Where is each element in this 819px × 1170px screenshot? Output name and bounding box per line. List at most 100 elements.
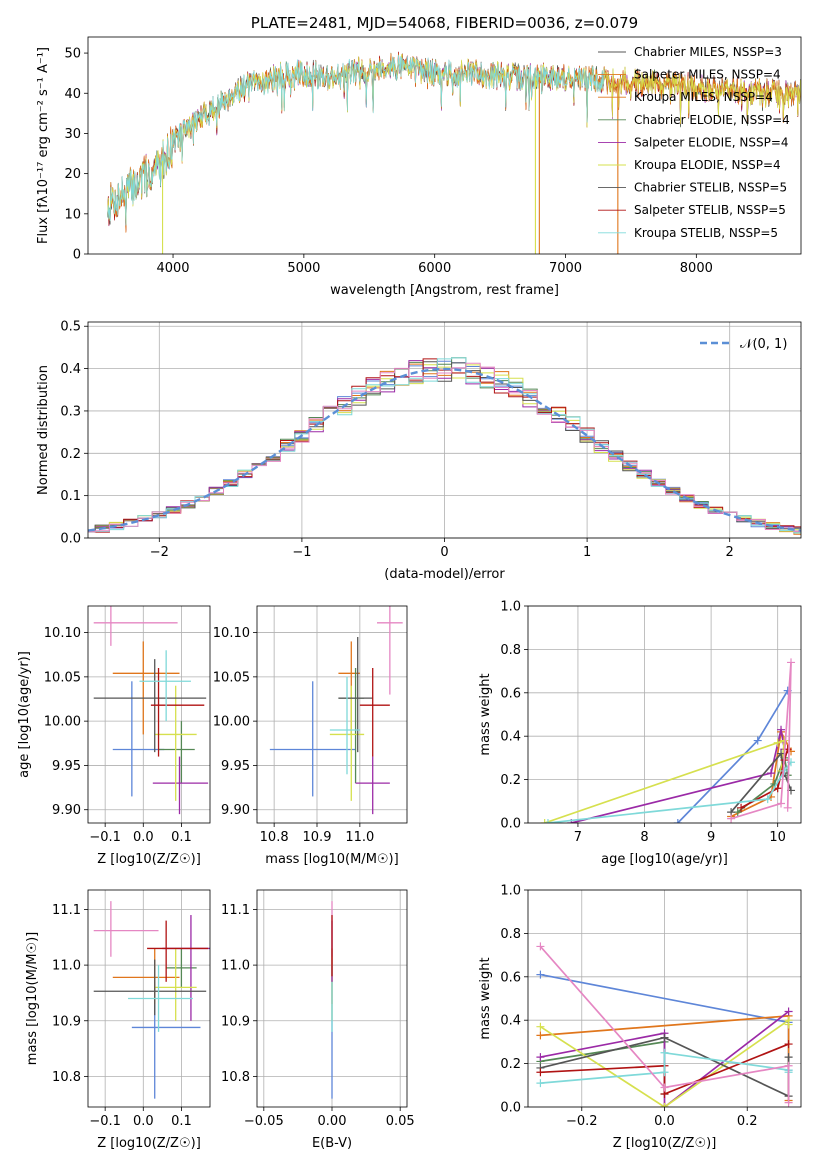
grid <box>257 606 407 823</box>
x-tick-label: 10.9 <box>303 830 332 845</box>
weight-marker <box>783 803 792 812</box>
x-axis-label: Z [log10(Z/Z☉)] <box>613 1136 717 1151</box>
legend-entry: Chabrier ELODIE, NSSP=4 <box>634 113 790 127</box>
x-tick-label: 8 <box>640 830 648 845</box>
legend-entry: Salpeter ELODIE, NSSP=4 <box>634 135 789 149</box>
y-axis-label: mass weight <box>478 957 493 1039</box>
y-tick-label: 10.05 <box>213 670 250 685</box>
x-tick-label: 0.0 <box>133 1114 154 1129</box>
y-tick-label: 10.10 <box>213 626 250 641</box>
weight-marker <box>543 819 552 823</box>
legend-entry: Kroupa ELODIE, NSSP=4 <box>634 158 781 172</box>
x-tick-label: 10.8 <box>260 830 289 845</box>
weight-series <box>571 729 786 823</box>
x-tick-label: 0.0 <box>654 1114 675 1129</box>
legend-entry: Kroupa STELIB, NSSP=5 <box>634 226 778 240</box>
y-tick-label: 40 <box>64 87 81 102</box>
x-axis-label: Z [log10(Z/Z☉)] <box>97 852 201 867</box>
x-tick-label: 0.05 <box>386 1114 415 1129</box>
axes-frame <box>256 605 408 824</box>
y-axis-label: mass [log10(M/M☉)] <box>25 932 40 1065</box>
y-tick-label: 0.2 <box>500 1057 521 1072</box>
weight-marker <box>536 1068 545 1077</box>
spectrum-line <box>107 54 605 226</box>
x-tick-label: 10 <box>769 830 786 845</box>
panel-0: 4000 5000 6000 7000 8000 0 10 20 30 40 50 Chabrier … <box>36 14 802 298</box>
y-tick-label: 10 <box>64 207 81 222</box>
y-tick-label: 0.6 <box>500 686 521 701</box>
x-tick-label: −0.1 <box>89 830 121 845</box>
x-tick-label: 0 <box>440 545 448 560</box>
y-tick-label: 11.0 <box>221 959 250 974</box>
x-tick-label: 7 <box>574 830 582 845</box>
y-tick-label: 10.8 <box>221 1070 250 1085</box>
y-tick-label: 11.0 <box>52 959 81 974</box>
weight-marker <box>787 658 796 667</box>
legend-entry: Salpeter STELIB, NSSP=5 <box>634 203 786 217</box>
weight-marker <box>777 799 786 808</box>
x-tick-label: 1 <box>583 545 591 560</box>
histogram-series <box>88 362 801 533</box>
weight-marker <box>660 1083 669 1092</box>
grid <box>528 605 801 824</box>
x-axis-label: Z [log10(Z/Z☉)] <box>97 1136 201 1151</box>
x-tick-label: −2 <box>150 545 169 560</box>
weight-series <box>540 1043 789 1096</box>
legend-entry: 𝒩(0, 1) <box>740 337 787 352</box>
axes-frame <box>527 889 802 1108</box>
y-tick-label: 10.9 <box>221 1014 250 1029</box>
axes-frame <box>87 36 802 255</box>
plot-area <box>93 901 210 1099</box>
plot-area <box>540 658 796 823</box>
y-tick-label: 0.2 <box>500 773 521 788</box>
weight-marker <box>727 814 736 823</box>
x-tick-label: 6000 <box>418 261 451 276</box>
x-axis-label: (data-model)/error <box>384 567 505 582</box>
x-tick-label: −0.1 <box>89 1114 121 1129</box>
axes-frame <box>527 605 802 824</box>
legend: Chabrier MILES, NSSP=3 Salpeter MILES, NS… <box>598 45 790 240</box>
panel-4: 7 8 9 10 0.0 0.2 0.4 0.6 0.8 1.0 age [log10(age/yr… <box>478 600 802 867</box>
x-tick-label: −0.05 <box>244 1114 284 1129</box>
y-axis-label: age [log10(age/yr)] <box>17 651 32 778</box>
y-tick-label: 20 <box>64 167 81 182</box>
panel-1: −2 −1 0 1 2 0.0 0.1 0.2 0.3 0.4 0.5 𝒩(0, 1) (data-mo… <box>36 320 802 582</box>
weight-marker <box>784 1053 793 1062</box>
y-tick-label: 30 <box>64 127 81 142</box>
y-tick-label: 11.1 <box>221 903 250 918</box>
y-tick-label: 9.95 <box>52 759 81 774</box>
axes-frame <box>87 321 802 539</box>
weight-marker <box>673 819 682 823</box>
weight-marker <box>784 1040 793 1049</box>
x-tick-label: 0.00 <box>318 1114 347 1129</box>
y-tick-label: 0.1 <box>60 489 81 504</box>
panel-7: −0.2 0.0 0.2 0.0 0.2 0.4 0.6 0.8 1.0 Z [log10(Z/Z… <box>478 884 802 1151</box>
panel-5: −0.1 0.0 0.1 10.8 10.9 11.0 11.1 Z [log10(Z/Z☉)… <box>25 889 211 1151</box>
chart-title: PLATE=2481, MJD=54068, FIBERID=0036, z=0… <box>251 14 638 32</box>
x-tick-label: 0.2 <box>737 1114 758 1129</box>
x-tick-label: 2 <box>726 545 734 560</box>
y-tick-label: 0.0 <box>500 1101 521 1116</box>
y-tick-label: 10.05 <box>44 670 81 685</box>
x-tick-label: −0.2 <box>566 1114 598 1129</box>
x-axis-label: age [log10(age/yr)] <box>601 852 728 867</box>
panel-2: −0.1 0.0 0.1 9.90 9.95 10.00 10.05 10.10 Z [log1… <box>17 605 211 867</box>
y-tick-label: 50 <box>64 47 81 62</box>
plot-area <box>536 942 793 1107</box>
y-tick-label: 9.90 <box>221 803 250 818</box>
weight-marker <box>536 970 545 979</box>
y-tick-label: 10.00 <box>44 715 81 730</box>
y-tick-label: 0.4 <box>500 730 521 745</box>
y-tick-label: 10.8 <box>52 1070 81 1085</box>
legend-entry: Salpeter MILES, NSSP=4 <box>634 68 781 82</box>
legend-entry: Kroupa MILES, NSSP=4 <box>634 90 773 104</box>
grid <box>88 606 210 823</box>
plot-area <box>107 51 801 254</box>
x-tick-label: 0.1 <box>171 1114 192 1129</box>
weight-series <box>540 1040 666 1094</box>
weight-marker <box>540 819 549 823</box>
axes-frame <box>256 889 408 1108</box>
spectrum-line <box>107 54 801 225</box>
weight-series <box>730 662 792 820</box>
weight-marker <box>777 725 786 734</box>
